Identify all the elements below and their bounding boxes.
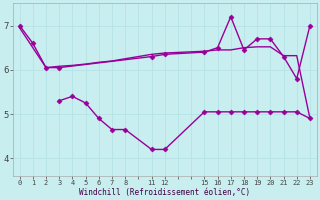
X-axis label: Windchill (Refroidissement éolien,°C): Windchill (Refroidissement éolien,°C) [79, 188, 250, 197]
